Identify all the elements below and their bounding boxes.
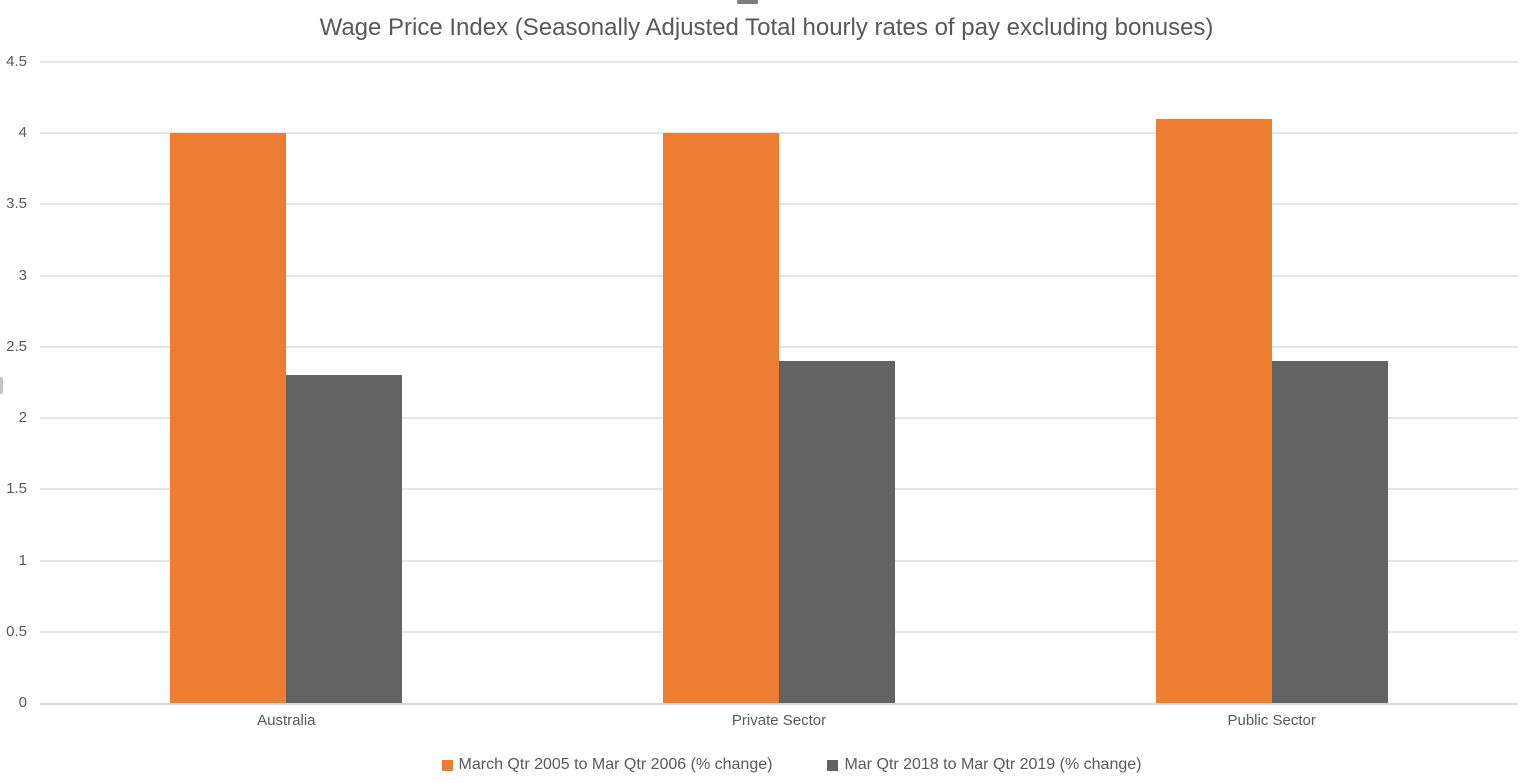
- gridline-y-2.5: [40, 345, 1518, 348]
- legend-swatch-gray: [827, 759, 839, 771]
- bar-australia-series-1: [286, 375, 403, 703]
- y-tick-label-0.5: 0.5: [6, 622, 27, 640]
- legend-label-2005-2006: March Qtr 2005 to Mar Qtr 2006 (% change…: [458, 756, 773, 773]
- gridline-y-3.5: [40, 203, 1518, 206]
- x-axis-line: [40, 703, 1518, 705]
- legend: March Qtr 2005 to Mar Qtr 2006 (% change…: [0, 752, 1533, 778]
- cropped-text-artifact: [737, 0, 758, 4]
- y-tick-label-3.5: 3.5: [6, 195, 27, 213]
- legend-swatch-orange: [441, 759, 453, 771]
- y-tick-label-1.5: 1.5: [6, 480, 27, 498]
- y-tick-label-4.5: 4.5: [6, 53, 27, 70]
- y-tick-label-2: 2: [18, 409, 27, 427]
- x-axis-label-public-sector: Public Sector: [1227, 712, 1316, 729]
- x-axis-label-private-sector: Private Sector: [731, 712, 827, 729]
- x-axis-label-australia: Australia: [257, 712, 316, 729]
- gridline-y-4.5: [40, 61, 1518, 63]
- y-tick-label-1: 1: [18, 551, 27, 569]
- legend-label-2018-2019: Mar Qtr 2018 to Mar Qtr 2019 (% change): [844, 756, 1142, 773]
- bar-private-sector-series-0: [663, 133, 779, 703]
- legend-item-2018-2019: Mar Qtr 2018 to Mar Qtr 2019 (% change): [827, 755, 1141, 775]
- bar-private-sector-series-1: [779, 361, 895, 703]
- bar-public-sector-series-0: [1155, 118, 1272, 703]
- gridline-y-3: [40, 274, 1518, 277]
- legend-item-2005-2006: March Qtr 2005 to Mar Qtr 2006 (% change…: [441, 755, 773, 775]
- gridline-y-4: [40, 132, 1518, 135]
- bar-australia-series-0: [170, 133, 287, 703]
- y-tick-label-3: 3: [18, 266, 27, 284]
- chart-title: Wage Price Index (Seasonally Adjusted To…: [319, 14, 1214, 41]
- y-tick-label-2.5: 2.5: [6, 337, 27, 355]
- y-tick-label-4: 4: [18, 124, 27, 142]
- cropped-axis-label-artifact: [0, 377, 3, 394]
- bar-public-sector-series-1: [1271, 361, 1388, 703]
- y-tick-label-0: 0: [18, 694, 27, 711]
